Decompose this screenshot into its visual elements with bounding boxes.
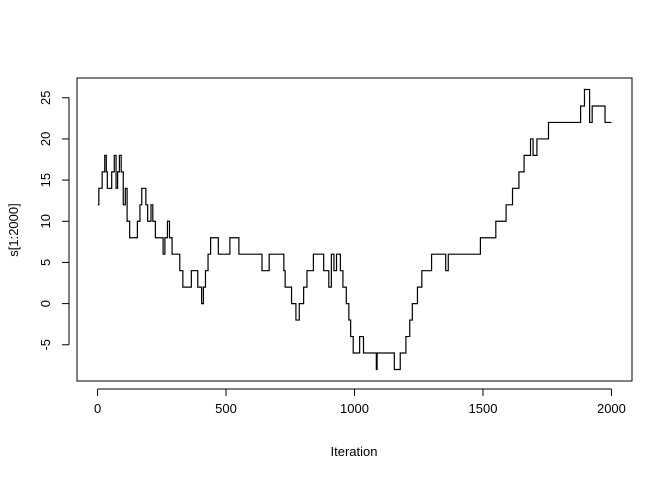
x-tick-label: 1000 (340, 401, 369, 416)
y-tick-label: 20 (38, 132, 53, 146)
series-layer (97, 88, 612, 371)
y-tick-label: 25 (38, 91, 53, 105)
y-axis: -5 0 5 10 15 20 25 (38, 91, 70, 351)
x-tick-label: 2000 (597, 401, 626, 416)
x-axis-title: Iteration (331, 444, 378, 459)
plot-frame (76, 77, 633, 382)
y-tick-label: -5 (38, 339, 53, 351)
y-tick-label: 15 (38, 173, 53, 187)
y-axis-title: s[1:2000] (6, 203, 21, 257)
x-axis: 0 500 1000 1500 2000 (94, 388, 626, 416)
x-tick-label: 500 (215, 401, 237, 416)
y-tick-label: 0 (38, 300, 53, 307)
x-tick-label: 1500 (469, 401, 498, 416)
y-tick-label: 10 (38, 214, 53, 228)
y-tick-label: 5 (38, 259, 53, 266)
x-tick-label: 0 (94, 401, 101, 416)
series-line (97, 88, 612, 371)
